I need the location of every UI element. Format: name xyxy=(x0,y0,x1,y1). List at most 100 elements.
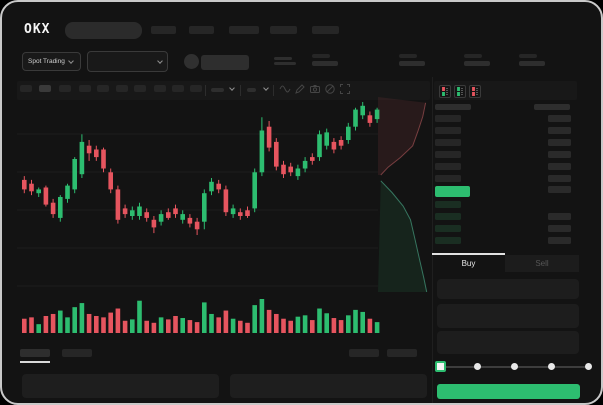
sell-tab-bg xyxy=(505,255,579,272)
camera-snapshot-icon[interactable] xyxy=(309,83,321,95)
ask-amount-placeholder xyxy=(548,151,571,158)
candle-body-down xyxy=(29,183,34,192)
slider-stop-dot[interactable] xyxy=(585,363,592,370)
toolbar-tab-placeholder[interactable] xyxy=(134,85,146,92)
toolbar-tab-placeholder[interactable] xyxy=(39,85,51,92)
pair-name-placeholder[interactable] xyxy=(201,55,249,70)
nav-item-placeholder[interactable] xyxy=(189,26,214,34)
toolbar-tab-placeholder[interactable] xyxy=(116,85,128,92)
last-price-highlight[interactable] xyxy=(435,186,470,197)
okx-logo: OKX xyxy=(24,22,51,37)
volume-bar xyxy=(101,317,106,333)
right-panel xyxy=(432,77,601,403)
toolbar-tab-placeholder[interactable] xyxy=(59,85,71,92)
candle-body-up xyxy=(360,105,365,116)
market-type-dropdown[interactable]: Spot Trading xyxy=(22,52,81,71)
bid-price-placeholder[interactable] xyxy=(435,201,461,208)
volume-bar xyxy=(317,308,322,333)
depth-asks-line xyxy=(380,102,427,176)
disabled-circle-icon[interactable] xyxy=(324,83,336,95)
search-bar[interactable] xyxy=(65,22,142,39)
volume-bar xyxy=(58,310,63,333)
toolbar-tab-placeholder[interactable] xyxy=(154,85,166,92)
bottom-right-control[interactable] xyxy=(387,349,417,357)
volume-bar xyxy=(72,307,77,333)
edit-pencil-icon[interactable] xyxy=(294,83,306,95)
candle-body-up xyxy=(79,141,85,175)
view-icon-row xyxy=(442,91,448,94)
bottom-tab-active[interactable] xyxy=(20,349,50,357)
bid-amount-placeholder xyxy=(548,213,571,220)
ask-price-placeholder[interactable] xyxy=(435,115,461,122)
toolbar-tab-placeholder[interactable] xyxy=(79,85,91,92)
volume-bar xyxy=(367,318,373,333)
ask-price-placeholder[interactable] xyxy=(435,127,461,134)
candle-body-down xyxy=(288,166,293,173)
orderbook-amount-header xyxy=(534,104,570,110)
buy-tab-label: Buy xyxy=(461,258,476,268)
tab-sell[interactable]: Sell xyxy=(505,255,579,271)
toolbar-tab-placeholder[interactable] xyxy=(97,85,109,92)
amount-slider-handle[interactable] xyxy=(435,361,446,372)
volume-bar xyxy=(346,315,351,333)
orderbook-view-bids-only-icon[interactable] xyxy=(454,85,466,98)
slider-stop-dot[interactable] xyxy=(548,363,555,370)
bottom-right-control[interactable] xyxy=(349,349,379,357)
bid-price-placeholder[interactable] xyxy=(435,237,461,244)
toolbar-tab-placeholder[interactable] xyxy=(20,85,32,92)
view-icon-row xyxy=(472,93,478,96)
depth-chart[interactable] xyxy=(378,97,434,292)
stat-label-placeholder xyxy=(519,54,537,58)
candle-body-up xyxy=(346,126,351,140)
nav-item-placeholder[interactable] xyxy=(312,26,339,34)
volume-bar xyxy=(338,320,344,333)
candle-body-up xyxy=(36,189,41,194)
nav-item-placeholder[interactable] xyxy=(229,26,259,34)
ask-price-placeholder[interactable] xyxy=(435,151,461,158)
pair-selector-dropdown[interactable] xyxy=(87,51,168,72)
nav-item-placeholder[interactable] xyxy=(270,26,297,34)
bottom-panel-right[interactable] xyxy=(230,374,427,398)
buy-submit-button[interactable] xyxy=(437,384,580,399)
volume-bar xyxy=(202,302,207,333)
depth-asks-area xyxy=(378,97,426,175)
candle-body-up xyxy=(252,172,257,209)
ask-price-placeholder[interactable] xyxy=(435,175,461,182)
orderbook-view-asks-only-icon[interactable] xyxy=(469,85,481,98)
orderbook-view-both-sides-icon[interactable] xyxy=(439,85,451,98)
tab-buy[interactable]: Buy xyxy=(432,255,505,271)
toolbar-tab-placeholder[interactable] xyxy=(190,85,202,92)
slider-stop-dot[interactable] xyxy=(511,363,518,370)
candle-body-down xyxy=(122,208,128,215)
slider-stop-dot[interactable] xyxy=(474,363,481,370)
timeframe-label[interactable] xyxy=(211,88,224,92)
toolbar-divider xyxy=(205,85,206,96)
volume-bar xyxy=(281,318,286,333)
view-icon-row xyxy=(442,93,448,96)
wave-indicator-icon[interactable] xyxy=(279,83,291,95)
bid-price-placeholder[interactable] xyxy=(435,225,461,232)
nav-item-placeholder[interactable] xyxy=(151,26,176,34)
candlestick-chart[interactable] xyxy=(17,97,432,337)
trade-form-field[interactable] xyxy=(437,279,579,299)
volume-bar xyxy=(180,318,185,333)
bottom-panel-left[interactable] xyxy=(22,374,219,398)
ask-amount-placeholder xyxy=(548,163,571,170)
ask-price-placeholder[interactable] xyxy=(435,139,461,146)
bid-price-placeholder[interactable] xyxy=(435,213,461,220)
candle-body-down xyxy=(266,126,272,148)
trade-form-field[interactable] xyxy=(437,304,579,328)
ask-price-placeholder[interactable] xyxy=(435,163,461,170)
candle-body-down xyxy=(187,217,193,224)
toolbar-tab-placeholder[interactable] xyxy=(172,85,184,92)
candle-body-down xyxy=(144,212,149,218)
bottom-tab[interactable] xyxy=(62,349,92,357)
view-icon-row xyxy=(457,89,463,92)
trade-form-field[interactable] xyxy=(437,331,579,354)
candle-body-down xyxy=(331,141,337,150)
chart-type-label[interactable] xyxy=(247,88,256,92)
volume-bar xyxy=(274,313,279,333)
ask-amount-placeholder xyxy=(548,175,571,182)
fullscreen-expand-icon[interactable] xyxy=(339,83,351,95)
